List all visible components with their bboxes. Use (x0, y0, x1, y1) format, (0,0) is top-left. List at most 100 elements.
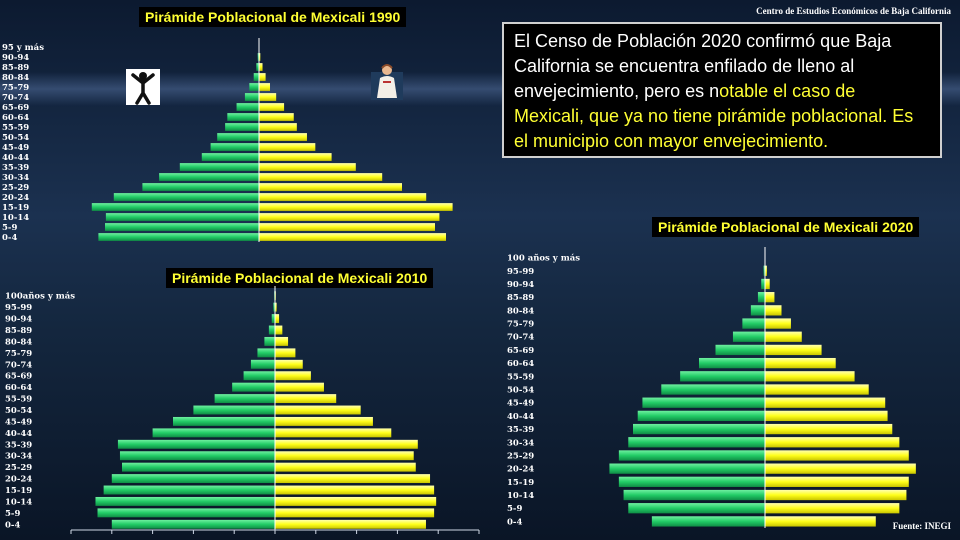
male-bar (243, 371, 275, 381)
commentary-text-part1: El Censo de Población 2020 confirmó que … (514, 31, 892, 101)
male-bar (249, 83, 259, 91)
age-group-label: 90-94 (5, 315, 32, 325)
age-group-label: 65-69 (507, 346, 534, 356)
female-bar (765, 357, 836, 369)
female-bar (765, 437, 900, 448)
female-bar (259, 183, 402, 191)
commentary-box: El Censo de Población 2020 confirmó que … (502, 22, 942, 158)
male-bar (651, 516, 765, 527)
male-bar (113, 193, 259, 201)
commentary-text-highlight: otable el caso de Mexicali, que ya no ti… (514, 81, 914, 151)
female-bar (259, 83, 270, 91)
age-group-label: 0-4 (2, 233, 17, 243)
age-group-label: 65-69 (5, 372, 32, 382)
female-bar (275, 336, 289, 346)
age-group-label: 30-34 (5, 452, 32, 462)
age-group-label: 20-24 (507, 465, 534, 475)
age-group-label: 0-4 (5, 520, 20, 530)
female-bar (275, 371, 311, 381)
athlete-silhouette-icon (126, 69, 160, 105)
female-bar (765, 516, 876, 527)
male-bar (225, 123, 259, 131)
age-group-label: 60-64 (5, 383, 32, 393)
age-group-label: 40-44 (507, 412, 534, 422)
female-bar (259, 213, 440, 221)
age-group-label: 15-19 (5, 486, 32, 496)
age-group-label: 5-9 (5, 509, 20, 519)
age-group-label: 45-49 (507, 399, 534, 409)
female-bar (259, 103, 285, 111)
female-bar (765, 450, 909, 461)
male-bar (268, 325, 275, 335)
age-group-label: 65-69 (2, 103, 29, 113)
female-bar (765, 265, 767, 276)
female-bar (765, 476, 909, 487)
age-group-label: 50-54 (5, 406, 32, 416)
male-bar (111, 519, 275, 529)
male-bar (257, 348, 275, 358)
female-bar (259, 223, 435, 231)
age-group-label: 95-99 (507, 267, 534, 277)
age-group-label: 40-44 (2, 153, 29, 163)
age-group-label: 45-49 (2, 143, 29, 153)
age-group-label: 35-39 (5, 440, 32, 450)
age-group-label: 55-59 (5, 395, 32, 405)
female-bar (765, 305, 782, 316)
female-bar (765, 423, 893, 435)
female-bar (259, 163, 356, 171)
chart-title-1990: Pirámide Poblacional de Mexicali 1990 (139, 7, 407, 27)
age-group-label: 85-89 (2, 63, 29, 73)
age-group-label: 30-34 (2, 173, 29, 183)
male-bar (618, 450, 765, 461)
male-bar (750, 305, 765, 316)
age-group-label: 80-84 (2, 73, 29, 83)
female-bar (275, 474, 431, 484)
age-group-label: 70-74 (2, 93, 29, 103)
male-bar (264, 336, 275, 346)
female-bar (765, 292, 775, 303)
male-bar (142, 183, 259, 191)
male-bar (271, 314, 275, 324)
age-group-label: 5-9 (507, 504, 522, 514)
age-group-label: 100años y más (5, 291, 75, 302)
male-bar (637, 410, 765, 422)
male-bar (628, 437, 765, 448)
age-group-label: 10-14 (2, 213, 29, 223)
male-bar (642, 397, 765, 408)
age-group-label: 25-29 (5, 463, 32, 473)
female-bar (275, 519, 426, 529)
age-group-label: 20-24 (2, 193, 29, 203)
female-bar (259, 73, 266, 81)
age-group-label: 15-19 (507, 478, 534, 488)
female-bar (259, 63, 263, 71)
age-group-label: 95-99 (5, 303, 32, 313)
male-bar (201, 153, 259, 161)
age-group-label: 90-94 (2, 53, 29, 63)
male-bar (95, 496, 275, 506)
male-bar (122, 462, 275, 472)
female-bar (275, 508, 435, 518)
age-group-label: 70-74 (507, 333, 534, 343)
male-bar (715, 344, 765, 356)
male-bar (244, 93, 259, 101)
female-bar (275, 302, 277, 312)
age-group-label: 85-89 (5, 326, 32, 336)
age-group-label: 85-89 (507, 293, 534, 303)
male-bar (119, 451, 276, 461)
chart-title-2010: Pirámide Poblacional de Mexicali 2010 (166, 268, 434, 288)
age-group-label: 100 años y más (507, 253, 580, 264)
male-bar (257, 53, 259, 61)
female-bar (275, 439, 418, 449)
female-bar (765, 344, 822, 356)
female-bar (765, 384, 869, 395)
age-group-label: 50-54 (2, 133, 29, 143)
male-bar (661, 384, 765, 395)
age-group-label: 10-14 (507, 491, 534, 501)
age-group-label: 35-39 (507, 425, 534, 435)
female-bar (259, 193, 427, 201)
female-bar (259, 123, 297, 131)
age-group-label: 50-54 (507, 386, 534, 396)
age-group-label: 95 y más (2, 42, 44, 53)
